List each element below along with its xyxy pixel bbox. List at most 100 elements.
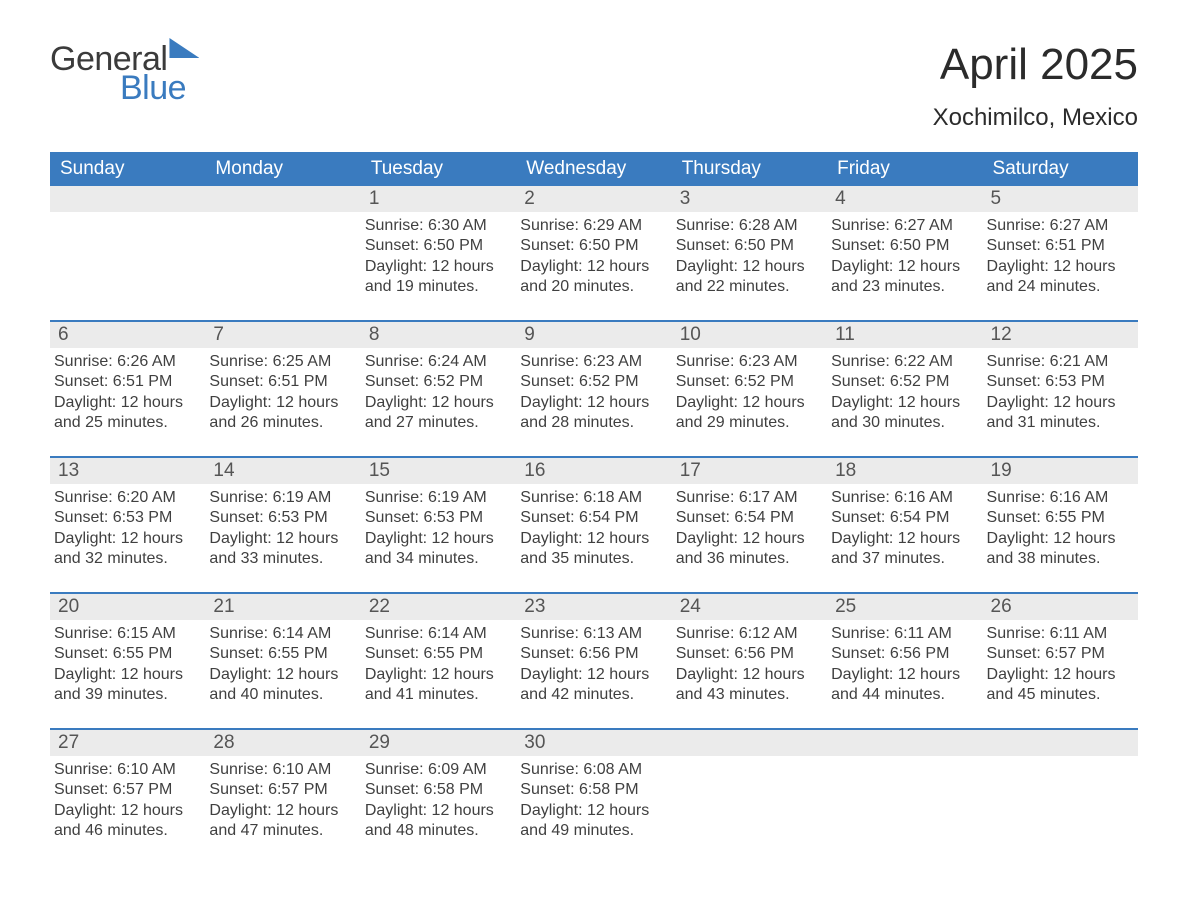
day-cell: 6Sunrise: 6:26 AMSunset: 6:51 PMDaylight… [50, 322, 205, 442]
day-number: 4 [827, 186, 982, 212]
daylight-line1: Daylight: 12 hours [209, 529, 352, 549]
day-body: Sunrise: 6:19 AMSunset: 6:53 PMDaylight:… [361, 484, 516, 578]
sunrise-text: Sunrise: 6:13 AM [520, 624, 663, 644]
daylight-line1: Daylight: 12 hours [209, 665, 352, 685]
title-block: April 2025 Xochimilco, Mexico [933, 40, 1138, 132]
daylight-line1: Daylight: 12 hours [520, 393, 663, 413]
sunset-text: Sunset: 6:56 PM [831, 644, 974, 664]
sunset-text: Sunset: 6:50 PM [520, 236, 663, 256]
sunset-text: Sunset: 6:55 PM [987, 508, 1130, 528]
sunrise-text: Sunrise: 6:23 AM [676, 352, 819, 372]
daylight-line2: and 44 minutes. [831, 685, 974, 705]
daylight-line2: and 35 minutes. [520, 549, 663, 569]
day-number: 26 [983, 594, 1138, 620]
sunrise-text: Sunrise: 6:15 AM [54, 624, 197, 644]
day-number: 6 [50, 322, 205, 348]
sunrise-text: Sunrise: 6:26 AM [54, 352, 197, 372]
daylight-line1: Daylight: 12 hours [676, 257, 819, 277]
day-body: Sunrise: 6:28 AMSunset: 6:50 PMDaylight:… [672, 212, 827, 306]
daylight-line2: and 33 minutes. [209, 549, 352, 569]
daylight-line1: Daylight: 12 hours [520, 801, 663, 821]
day-body: Sunrise: 6:08 AMSunset: 6:58 PMDaylight:… [516, 756, 671, 850]
day-number: 28 [205, 730, 360, 756]
day-number [205, 186, 360, 212]
sunrise-text: Sunrise: 6:14 AM [209, 624, 352, 644]
day-body: Sunrise: 6:25 AMSunset: 6:51 PMDaylight:… [205, 348, 360, 442]
day-number: 12 [983, 322, 1138, 348]
day-number: 22 [361, 594, 516, 620]
sunrise-text: Sunrise: 6:08 AM [520, 760, 663, 780]
day-cell: 19Sunrise: 6:16 AMSunset: 6:55 PMDayligh… [983, 458, 1138, 578]
sunrise-text: Sunrise: 6:19 AM [209, 488, 352, 508]
daylight-line1: Daylight: 12 hours [365, 801, 508, 821]
logo: General Blue [50, 40, 199, 108]
day-cell [983, 730, 1138, 850]
day-number: 24 [672, 594, 827, 620]
daylight-line1: Daylight: 12 hours [831, 257, 974, 277]
daylight-line1: Daylight: 12 hours [54, 393, 197, 413]
daylight-line1: Daylight: 12 hours [987, 393, 1130, 413]
daylight-line1: Daylight: 12 hours [676, 393, 819, 413]
day-cell: 30Sunrise: 6:08 AMSunset: 6:58 PMDayligh… [516, 730, 671, 850]
day-cell: 7Sunrise: 6:25 AMSunset: 6:51 PMDaylight… [205, 322, 360, 442]
daylight-line2: and 42 minutes. [520, 685, 663, 705]
day-cell: 22Sunrise: 6:14 AMSunset: 6:55 PMDayligh… [361, 594, 516, 714]
flag-icon [169, 38, 199, 58]
sunrise-text: Sunrise: 6:19 AM [365, 488, 508, 508]
sunset-text: Sunset: 6:51 PM [209, 372, 352, 392]
day-number: 7 [205, 322, 360, 348]
day-cell: 15Sunrise: 6:19 AMSunset: 6:53 PMDayligh… [361, 458, 516, 578]
day-body: Sunrise: 6:23 AMSunset: 6:52 PMDaylight:… [516, 348, 671, 442]
day-body: Sunrise: 6:21 AMSunset: 6:53 PMDaylight:… [983, 348, 1138, 442]
daylight-line1: Daylight: 12 hours [209, 393, 352, 413]
day-cell: 10Sunrise: 6:23 AMSunset: 6:52 PMDayligh… [672, 322, 827, 442]
day-body: Sunrise: 6:11 AMSunset: 6:57 PMDaylight:… [983, 620, 1138, 714]
day-number: 19 [983, 458, 1138, 484]
day-body: Sunrise: 6:10 AMSunset: 6:57 PMDaylight:… [205, 756, 360, 850]
day-number: 27 [50, 730, 205, 756]
sunset-text: Sunset: 6:50 PM [365, 236, 508, 256]
weekday-header: Saturday [983, 152, 1138, 186]
sunset-text: Sunset: 6:51 PM [987, 236, 1130, 256]
daylight-line2: and 20 minutes. [520, 277, 663, 297]
daylight-line2: and 31 minutes. [987, 413, 1130, 433]
day-cell: 24Sunrise: 6:12 AMSunset: 6:56 PMDayligh… [672, 594, 827, 714]
day-body: Sunrise: 6:22 AMSunset: 6:52 PMDaylight:… [827, 348, 982, 442]
day-cell: 23Sunrise: 6:13 AMSunset: 6:56 PMDayligh… [516, 594, 671, 714]
weekday-header: Sunday [50, 152, 205, 186]
day-cell: 2Sunrise: 6:29 AMSunset: 6:50 PMDaylight… [516, 186, 671, 306]
sunset-text: Sunset: 6:56 PM [520, 644, 663, 664]
weekday-header: Wednesday [516, 152, 671, 186]
sunset-text: Sunset: 6:52 PM [520, 372, 663, 392]
sunrise-text: Sunrise: 6:20 AM [54, 488, 197, 508]
daylight-line2: and 22 minutes. [676, 277, 819, 297]
daylight-line2: and 32 minutes. [54, 549, 197, 569]
calendar: SundayMondayTuesdayWednesdayThursdayFrid… [50, 152, 1138, 850]
day-body: Sunrise: 6:27 AMSunset: 6:51 PMDaylight:… [983, 212, 1138, 306]
day-body: Sunrise: 6:09 AMSunset: 6:58 PMDaylight:… [361, 756, 516, 850]
sunrise-text: Sunrise: 6:24 AM [365, 352, 508, 372]
daylight-line2: and 43 minutes. [676, 685, 819, 705]
day-cell: 26Sunrise: 6:11 AMSunset: 6:57 PMDayligh… [983, 594, 1138, 714]
day-body: Sunrise: 6:13 AMSunset: 6:56 PMDaylight:… [516, 620, 671, 714]
day-number: 29 [361, 730, 516, 756]
daylight-line1: Daylight: 12 hours [987, 665, 1130, 685]
sunrise-text: Sunrise: 6:14 AM [365, 624, 508, 644]
daylight-line1: Daylight: 12 hours [676, 529, 819, 549]
sunset-text: Sunset: 6:52 PM [676, 372, 819, 392]
day-cell: 5Sunrise: 6:27 AMSunset: 6:51 PMDaylight… [983, 186, 1138, 306]
weekday-header: Thursday [672, 152, 827, 186]
day-body: Sunrise: 6:14 AMSunset: 6:55 PMDaylight:… [205, 620, 360, 714]
logo-text-blue: Blue [120, 69, 186, 108]
day-body: Sunrise: 6:17 AMSunset: 6:54 PMDaylight:… [672, 484, 827, 578]
day-number: 18 [827, 458, 982, 484]
day-cell: 20Sunrise: 6:15 AMSunset: 6:55 PMDayligh… [50, 594, 205, 714]
sunrise-text: Sunrise: 6:11 AM [831, 624, 974, 644]
day-number: 8 [361, 322, 516, 348]
day-cell: 29Sunrise: 6:09 AMSunset: 6:58 PMDayligh… [361, 730, 516, 850]
daylight-line2: and 45 minutes. [987, 685, 1130, 705]
day-body: Sunrise: 6:24 AMSunset: 6:52 PMDaylight:… [361, 348, 516, 442]
daylight-line2: and 37 minutes. [831, 549, 974, 569]
daylight-line2: and 38 minutes. [987, 549, 1130, 569]
sunrise-text: Sunrise: 6:23 AM [520, 352, 663, 372]
